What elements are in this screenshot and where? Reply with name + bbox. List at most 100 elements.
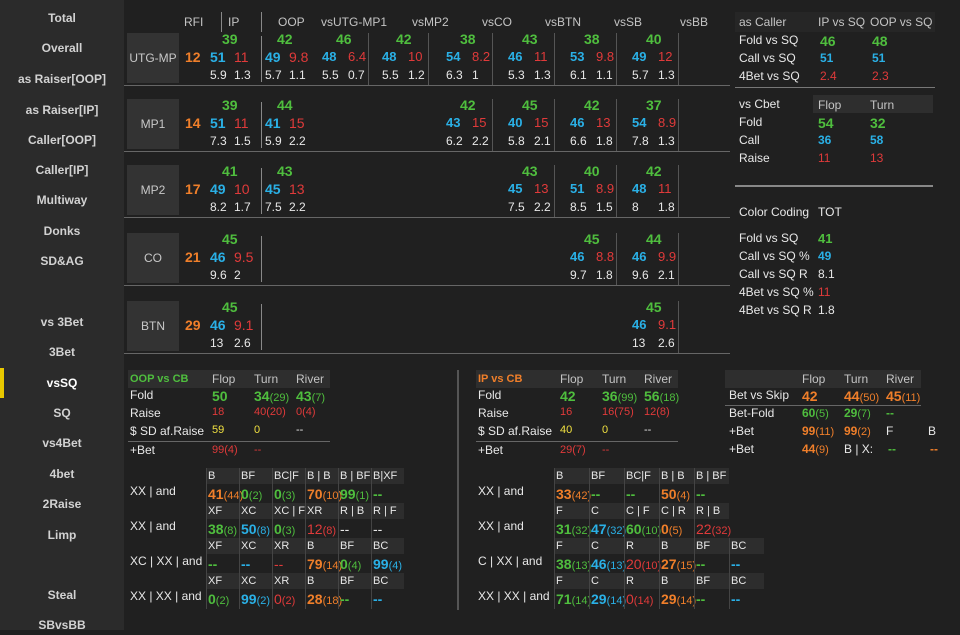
stat-value: -- <box>274 556 284 572</box>
stat-value: 2.2 <box>289 200 306 214</box>
cell-divider <box>206 503 207 539</box>
sidebar-item-vs-3bet[interactable]: vs 3Bet <box>40 315 84 329</box>
row-label: XC | XX | and <box>130 554 203 568</box>
stat-value: 13 <box>632 336 646 350</box>
fold-value: 45 <box>646 299 662 315</box>
sidebar: Total Overall as Raiser[OOP] as Raiser[IP] C… <box>0 0 124 632</box>
bet-value: 12 <box>658 49 673 64</box>
sample-size: (15) <box>676 560 697 572</box>
column-header: BC <box>731 540 747 552</box>
call-value: 46 <box>632 317 647 332</box>
bet-value: 11 <box>234 49 249 65</box>
sidebar-item-caller-oop-[interactable]: Caller[OOP] <box>27 133 96 147</box>
call-value: 48 <box>382 49 397 64</box>
sidebar-item-sd-ag[interactable]: SD&AG <box>40 254 84 268</box>
column-header: C | F <box>626 505 650 517</box>
column-header: Turn <box>254 372 279 386</box>
sidebar-item-sbvsbb[interactable]: SBvsBB <box>38 618 86 632</box>
stat-value: 45(11) <box>886 388 921 404</box>
bet-value: 10 <box>408 49 423 64</box>
bet-value: 8.9 <box>596 181 615 196</box>
sidebar-item-sq[interactable]: SQ <box>53 406 71 420</box>
sample-size: (10) <box>322 490 343 502</box>
stat-value: 44(9) <box>802 442 829 456</box>
cell-divider <box>616 33 617 85</box>
row-label: XX | XX | and <box>130 589 202 603</box>
column-header: B <box>661 540 669 552</box>
call-value: 46 <box>632 249 647 264</box>
stat-value: 59 <box>212 424 225 436</box>
cell-divider <box>338 468 339 504</box>
sample-size: (4) <box>224 444 238 456</box>
sidebar-item-as-raiser-ip-[interactable]: as Raiser[IP] <box>25 103 99 117</box>
color-coding-title: Color Coding <box>739 205 810 219</box>
sample-size: (2) <box>256 595 271 607</box>
column-divider <box>261 102 262 148</box>
stat-value: -- <box>296 424 304 436</box>
column-header: vsSB <box>614 15 643 29</box>
stat-value: -- <box>241 556 251 572</box>
sidebar-item-limp[interactable]: Limp <box>47 528 77 542</box>
divider <box>128 441 330 442</box>
stat-value: 58 <box>870 133 884 147</box>
bet-value: 9.1 <box>234 317 254 333</box>
bet-value: 13 <box>596 115 611 130</box>
column-header: BF <box>340 540 355 552</box>
stat-value: 0 <box>254 424 261 436</box>
stat-value: 6.1 <box>570 68 587 82</box>
cell-divider <box>305 538 306 574</box>
stat-value: 0(4) <box>296 406 316 418</box>
column-header: B | B <box>307 470 331 482</box>
cell-divider <box>338 503 339 539</box>
column-header: XF <box>208 540 223 552</box>
stat-value: 41(44) <box>208 486 244 502</box>
column-header: C <box>591 575 599 587</box>
sidebar-item-2raise[interactable]: 2Raise <box>42 497 82 511</box>
stat-value: 7.8 <box>632 134 649 148</box>
divider <box>725 405 921 406</box>
stat-value: -- <box>696 556 706 572</box>
sidebar-item-steal[interactable]: Steal <box>47 588 77 602</box>
bet-value: 13 <box>289 181 305 197</box>
stat-value: 42 <box>802 388 818 404</box>
sample-size: (10) <box>641 525 662 537</box>
cell-divider <box>589 503 590 539</box>
sidebar-item-as-raiser-oop-[interactable]: as Raiser[OOP] <box>17 72 107 86</box>
cell-divider <box>239 538 240 574</box>
sidebar-item-4bet[interactable]: 4bet <box>49 467 75 481</box>
stat-value: 5.8 <box>508 134 525 148</box>
sidebar-item-total[interactable]: Total <box>48 11 76 25</box>
sidebar-item-vs4bet[interactable]: vs4Bet <box>42 436 82 450</box>
stat-value: -- <box>731 591 741 607</box>
call-value: 45 <box>508 181 523 196</box>
sidebar-item-3bet[interactable]: 3Bet <box>48 345 75 359</box>
column-header: BF <box>696 575 711 587</box>
cell-divider <box>239 573 240 609</box>
stat-value: 5.3 <box>508 68 525 82</box>
stat-value: 5.5 <box>322 68 339 82</box>
row-label: Fold vs SQ <box>739 231 799 245</box>
fold-value: 42 <box>460 97 476 113</box>
sidebar-item-vssq[interactable]: vsSQ <box>46 376 78 390</box>
cell-divider <box>729 538 730 574</box>
column-header: F <box>556 575 563 587</box>
stat-value: -- <box>208 556 218 572</box>
column-header: Turn <box>602 372 627 386</box>
sidebar-item-multiway[interactable]: Multiway <box>36 193 88 207</box>
column-header: BC <box>731 575 747 587</box>
stat-value: 5.5 <box>382 68 399 82</box>
tot-label: TOT <box>818 205 842 219</box>
stat-value: 79(14) <box>307 556 343 572</box>
sidebar-item-overall[interactable]: Overall <box>41 41 83 55</box>
sidebar-item-donks[interactable]: Donks <box>43 224 81 238</box>
row-label: XX | and <box>478 484 524 498</box>
bet-value: 8.9 <box>658 115 677 130</box>
stat-value: 41 <box>818 231 833 246</box>
stat-value: 2.3 <box>872 69 889 83</box>
call-value: 41 <box>265 115 281 131</box>
stat-value: 5.7 <box>265 68 282 82</box>
cell-divider <box>428 33 429 85</box>
cell-divider <box>589 468 590 504</box>
stat-value: 43(7) <box>296 388 326 404</box>
sidebar-item-caller-ip-[interactable]: Caller[IP] <box>35 163 89 177</box>
